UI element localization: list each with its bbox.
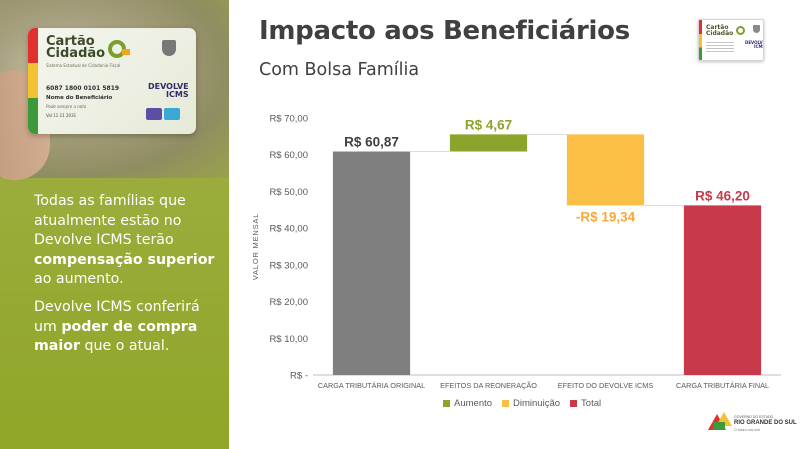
bar-start — [332, 151, 411, 375]
left-panel: Cartão Cidadão Sistema Estadual de Cidad… — [0, 0, 229, 449]
thumbnail-logo-icon — [736, 26, 745, 35]
category-label: EFEITO DO DEVOLVE ICMS — [558, 381, 654, 390]
y-tick-label: R$ 20,00 — [269, 297, 308, 308]
y-tick-label: R$ 30,00 — [269, 260, 308, 271]
legend-item: Diminuição — [502, 398, 560, 409]
info-text: Todas as famílias que atualmente estão n… — [34, 193, 186, 248]
logo-small-text: GOVERNO DO ESTADO — [734, 415, 774, 419]
data-label: R$ 60,87 — [344, 135, 399, 150]
slide-title: Impacto aos Beneficiários — [259, 16, 630, 46]
legend-swatch — [502, 400, 510, 407]
cartao-cidadao-card-image: Cartão Cidadão Sistema Estadual de Cidad… — [28, 28, 196, 134]
card-photo: Cartão Cidadão Sistema Estadual de Cidad… — [0, 0, 229, 180]
state-seal-icon — [162, 40, 176, 56]
y-tick-label: R$ 10,00 — [269, 334, 308, 345]
card-subtitle: Sistema Estadual de Cidadania Fiscal — [46, 63, 121, 68]
card-title: Cartão Cidadão — [46, 34, 106, 61]
thumbnail-program-label: DEVOLVE ICMS — [745, 40, 764, 49]
card-thumbnail-image: Cartão Cidadão DEVOLVE ICMS — [698, 19, 764, 61]
rs-logo-icon — [708, 410, 732, 434]
category-label: CARGA TRIBUTÁRIA ORIGINAL — [318, 381, 425, 390]
rs-government-logo: GOVERNO DO ESTADO RIO GRANDE DO SUL O fu… — [708, 410, 797, 436]
legend-label: Total — [581, 398, 602, 409]
y-tick-label: R$ 50,00 — [269, 187, 308, 198]
card-program-label: DEVOLVE ICMS — [148, 82, 189, 99]
legend-item: Aumento — [443, 398, 492, 409]
card-holder-name: Nome do Beneficiário — [46, 95, 113, 101]
slide-subtitle: Com Bolsa Família — [259, 60, 420, 80]
y-tick-label: R$ 70,00 — [269, 114, 308, 125]
chart-legend: Aumento Diminuição Total — [443, 398, 601, 409]
info-text: ao aumento. — [34, 271, 124, 287]
y-tick-label: R$ 40,00 — [269, 224, 308, 235]
bar-increase — [449, 134, 528, 152]
nfg-logo-icon — [164, 108, 180, 120]
card-number: 6087 1800 0101 5819 — [46, 85, 120, 92]
card-color-stripe — [28, 28, 38, 134]
info-paragraph-1: Todas as famílias que atualmente estão n… — [34, 192, 224, 290]
logo-tagline: O futuro nos une — [734, 428, 761, 432]
thumbnail-seal-icon — [753, 25, 760, 33]
category-label: CARGA TRIBUTÁRIA FINAL — [676, 381, 769, 390]
legend-swatch — [443, 400, 450, 407]
bar-decrease — [566, 134, 645, 206]
card-hint: Pode sempre a nota — [46, 104, 87, 109]
info-text: Devolve ICMS conferirá um — [34, 299, 200, 335]
y-tick-label: R$ - — [290, 371, 308, 382]
y-axis-label: VALOR MENSAL — [251, 213, 260, 280]
data-label: R$ 4,67 — [465, 117, 512, 132]
ng-logo-icon — [146, 108, 162, 120]
info-text-bold: compensação superior — [34, 251, 215, 268]
card-date: Val 11 11 2031 — [46, 113, 77, 118]
card-logo-icon — [108, 40, 130, 58]
data-label: -R$ 19,34 — [576, 209, 636, 224]
category-label: EFEITOS DA REONERAÇÃO — [440, 381, 537, 390]
thumbnail-text-lines — [706, 42, 734, 54]
logo-main-text: RIO GRANDE DO SUL — [734, 420, 797, 426]
waterfall-chart: R$ - R$ 10,00 R$ 20,00 R$ 30,00 R$ 40,00 R$ 5… — [251, 114, 781, 390]
info-text-bold: poder de compra maior — [34, 318, 198, 355]
legend-swatch — [570, 400, 578, 407]
legend-label: Aumento — [454, 398, 493, 409]
info-paragraph-2: Devolve ICMS conferirá um poder de compr… — [34, 298, 224, 357]
bar-total — [683, 205, 762, 375]
thumbnail-stripe — [699, 20, 702, 60]
legend-label: Diminuição — [513, 398, 561, 409]
info-text: que o atual. — [79, 338, 170, 354]
thumbnail-title: Cartão Cidadão — [706, 24, 734, 37]
legend-item: Total — [570, 398, 601, 409]
y-tick-label: R$ 60,00 — [269, 150, 308, 161]
data-label: R$ 46,20 — [695, 188, 750, 203]
